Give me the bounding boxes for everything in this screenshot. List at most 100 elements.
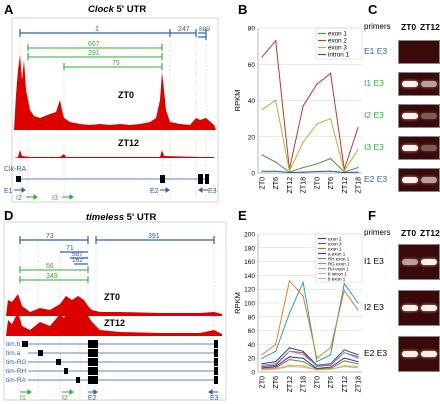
- data-point: [261, 170, 263, 172]
- data-point: [288, 312, 291, 314]
- gel-lane-box: [398, 290, 440, 326]
- data-point: [329, 347, 332, 349]
- data-point: [275, 99, 277, 102]
- y-tick-label: 100: [244, 301, 255, 308]
- y-tick-label: 160: [244, 259, 255, 266]
- tim-blue-label-73: 73: [46, 233, 54, 240]
- series-line-intron-1: [262, 170, 359, 173]
- gel-lane-box: [398, 104, 440, 128]
- data-point: [329, 366, 332, 368]
- gel-band-zt12: [421, 113, 437, 119]
- data-point: [357, 365, 359, 368]
- clock-primer-i2: I2: [16, 195, 22, 202]
- data-point: [357, 354, 359, 356]
- data-point: [302, 366, 304, 368]
- data-point: [357, 363, 359, 365]
- data-point: [357, 302, 359, 304]
- data-point: [357, 148, 359, 151]
- data-point: [343, 349, 345, 351]
- series-line-RA-exon-1: [261, 350, 359, 367]
- series-line-b-intron-1: [261, 365, 359, 371]
- gel-f-header-primers: primers: [364, 228, 391, 237]
- clock-green-label-291: 291: [88, 50, 100, 57]
- data-point: [316, 170, 318, 173]
- gel-band-zt0: [402, 351, 418, 357]
- chart-e-rpkm: 0 20 40 60 80 100 120 140 160 180 200 RPKM ZT0 ZT6 ZT1…: [233, 232, 363, 393]
- gel-band-zt0: [402, 177, 418, 183]
- data-point: [261, 354, 263, 356]
- x-tick-label: ZT12: [287, 376, 294, 392]
- panel-label-d: D: [4, 208, 14, 223]
- gel-band-zt0: [402, 305, 418, 311]
- gel-band-zt0: [402, 145, 418, 151]
- y-axis-label: RPKM: [233, 90, 242, 112]
- data-point: [302, 171, 304, 173]
- legend-entry: b intron 1: [328, 272, 347, 277]
- data-point: [316, 123, 318, 125]
- data-point: [316, 83, 318, 85]
- x-tick-label: ZT6: [328, 376, 335, 389]
- clock-blue-label-1: 1: [95, 26, 99, 33]
- data-point: [343, 289, 345, 292]
- panel-label-e: E: [238, 208, 247, 223]
- data-point: [288, 356, 291, 358]
- gel-band-zt12: [421, 305, 437, 311]
- tim-zt0-label: ZT0: [104, 292, 120, 302]
- clock-primer-i3: I3: [52, 195, 58, 202]
- y-tick-label: 140: [244, 273, 255, 280]
- legend-entry: exon 3: [328, 45, 347, 52]
- x-tick-label: ZT18: [301, 376, 308, 392]
- gel-f-header-zt0: ZT0: [401, 228, 417, 238]
- legend-entry: b exon 1: [328, 277, 346, 282]
- data-point: [343, 365, 345, 367]
- data-point: [357, 309, 359, 311]
- panel-a-title-rest: 5' UTR: [113, 4, 147, 15]
- gel-c: primers ZT0 ZT12 E1 E3 I1 E3 I2 E3 I3 E3 E2 …: [364, 14, 440, 204]
- y-axis-label: RPKM: [233, 292, 242, 314]
- x-tick-label: ZT18: [301, 177, 308, 193]
- data-point: [329, 72, 332, 74]
- gel-band-zt0: [402, 81, 418, 87]
- data-point: [275, 361, 277, 363]
- legend-entry: intron 1: [328, 52, 350, 59]
- x-tick-label: ZT6: [273, 177, 280, 190]
- y-tick-label: 60: [248, 328, 256, 335]
- gel-lane-box: [398, 40, 440, 64]
- data-point: [329, 354, 332, 356]
- series-line-a-exon-1: [261, 356, 359, 370]
- tim-transcript-b: tim.b: [6, 341, 20, 348]
- data-point: [275, 365, 277, 368]
- gel-row-label: I1 E3: [364, 256, 384, 266]
- data-point: [275, 350, 277, 352]
- tim-transcript-rh: tim-RH: [6, 368, 27, 375]
- clock-zt0-coverage: [14, 55, 216, 130]
- panel-a-gene: Clock: [88, 4, 114, 15]
- data-point: [329, 368, 332, 370]
- gel-lane-box: [398, 136, 440, 160]
- x-tick-label: ZT18: [356, 177, 363, 193]
- data-point: [343, 170, 345, 172]
- data-point: [343, 171, 345, 174]
- legend-entry: exon 1: [328, 247, 342, 252]
- x-tick-label: ZT12: [287, 177, 294, 193]
- data-point: [261, 108, 263, 111]
- data-point: [288, 347, 291, 349]
- data-point: [302, 352, 304, 354]
- tim-blue-label-391: 391: [148, 233, 160, 240]
- tim-transcript-rg: tim-RG: [6, 359, 27, 366]
- y-tick-label: 0: [251, 370, 255, 377]
- y-tick-label: 120: [244, 287, 255, 294]
- y-tick-label: 180: [244, 245, 255, 252]
- tim-transcript-ra: tim-RA: [6, 377, 27, 384]
- data-point: [357, 166, 359, 169]
- data-point: [275, 343, 277, 345]
- tim-primer-i2: I2: [62, 395, 68, 402]
- x-tick-label: ZT0: [260, 376, 267, 389]
- gel-row-label: E2 E3: [364, 348, 388, 358]
- legend-entry: RG exon 1: [328, 262, 350, 267]
- data-point: [302, 361, 304, 363]
- x-tick-label: ZT18: [356, 376, 363, 392]
- data-point: [275, 367, 277, 370]
- data-point: [261, 154, 263, 156]
- gel-band-zt12: [421, 259, 437, 265]
